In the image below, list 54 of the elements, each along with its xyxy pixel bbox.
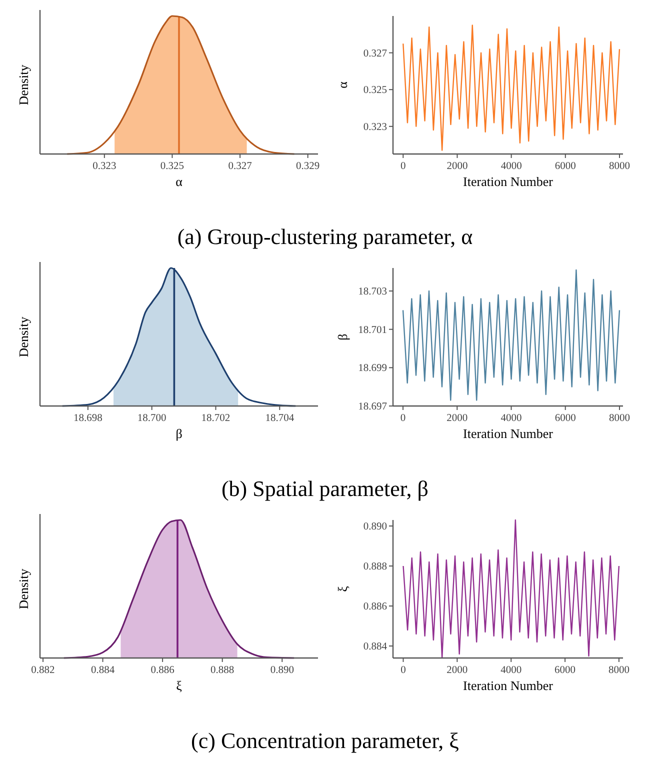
- x-tick-label: 0: [400, 413, 406, 424]
- text: (c) Concentration parameter, ξ: [191, 728, 460, 753]
- y-tick-label: 0.325: [363, 85, 387, 96]
- x-tick-label: 8000: [608, 413, 630, 424]
- y-tick-label: 0.884: [363, 642, 388, 652]
- y-tick-label: 0.323: [363, 122, 387, 133]
- x-tick-label: 0.329: [296, 161, 320, 172]
- y-tick-label: 18.703: [358, 286, 387, 298]
- y-tick-label: 0.327: [363, 48, 387, 60]
- x-tick-label: 0.325: [160, 161, 184, 172]
- x-tick-label: 2000: [446, 413, 468, 424]
- text: (b) Spatial parameter, β: [221, 476, 429, 501]
- y-axis-title: Density: [16, 64, 31, 106]
- x-tick-label: 0: [400, 665, 406, 676]
- y-tick-label: 18.701: [358, 324, 387, 336]
- y-tick-label: 0.886: [363, 602, 387, 612]
- text: (a) Group-clustering parameter, α: [177, 224, 474, 249]
- x-tick-label: 2000: [446, 161, 468, 172]
- x-tick-label: 18.698: [73, 413, 102, 424]
- y-axis-title: α: [335, 81, 350, 88]
- y-tick-label: 0.890: [363, 522, 387, 532]
- x-tick-label: 0.882: [31, 665, 55, 676]
- x-tick-label: 0: [400, 161, 406, 172]
- y-tick-label: 18.697: [358, 402, 387, 412]
- x-tick-label: 18.700: [137, 413, 166, 424]
- x-tick-label: 4000: [500, 161, 522, 172]
- x-tick-label: 6000: [554, 665, 576, 676]
- x-tick-label: 4000: [500, 413, 522, 424]
- x-tick-label: 18.702: [201, 413, 230, 424]
- x-tick-label: 0.323: [92, 161, 116, 172]
- x-tick-label: 2000: [446, 665, 468, 676]
- x-tick-label: 8000: [608, 665, 630, 676]
- x-axis-title: β: [176, 426, 183, 441]
- x-tick-label: 6000: [554, 413, 576, 424]
- x-tick-label: 0.884: [90, 665, 116, 676]
- y-tick-label: 0.888: [363, 562, 387, 572]
- x-tick-label: 0.886: [150, 665, 174, 676]
- x-axis-title: ξ: [176, 678, 182, 693]
- x-tick-label: 0.327: [228, 161, 252, 172]
- x-tick-label: 0.890: [270, 665, 294, 676]
- y-axis-title: Density: [16, 568, 31, 610]
- y-axis-title: ξ: [335, 586, 350, 592]
- x-axis-title: α: [176, 174, 183, 189]
- y-axis-title: Density: [16, 316, 31, 358]
- x-tick-label: 0.888: [210, 665, 234, 676]
- x-axis-title: Iteration Number: [463, 174, 554, 189]
- y-axis-title: β: [335, 333, 350, 340]
- x-axis-title: Iteration Number: [463, 426, 554, 441]
- x-axis-title: Iteration Number: [463, 678, 554, 693]
- y-tick-label: 18.699: [358, 363, 387, 374]
- x-tick-label: 18.704: [265, 413, 295, 424]
- x-tick-label: 4000: [500, 665, 522, 676]
- x-tick-label: 6000: [554, 161, 576, 172]
- x-tick-label: 8000: [608, 161, 630, 172]
